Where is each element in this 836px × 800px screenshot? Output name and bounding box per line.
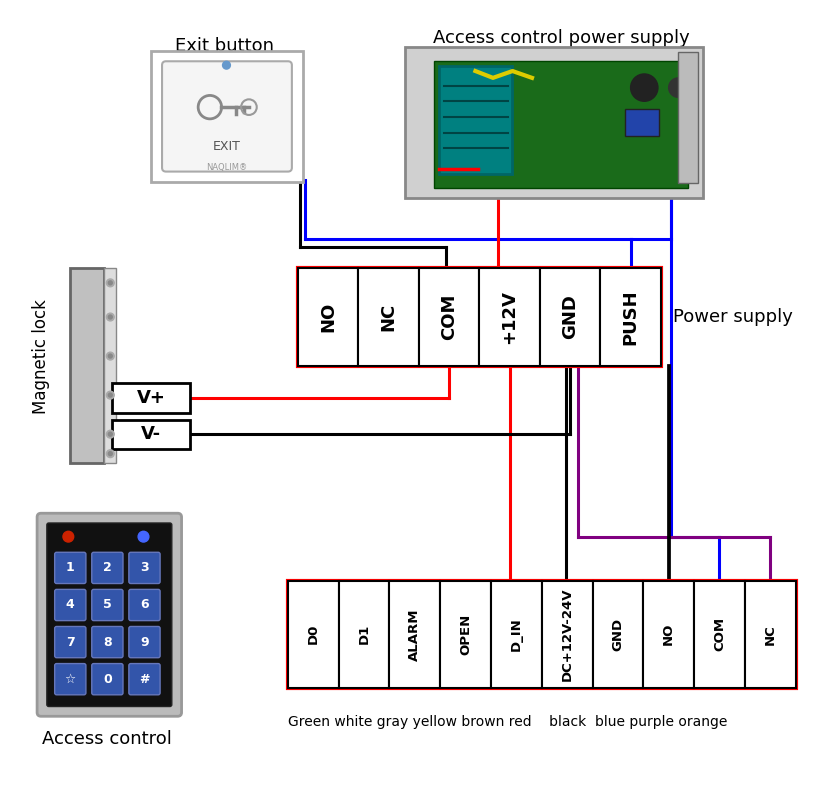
Bar xyxy=(151,50,303,182)
FancyBboxPatch shape xyxy=(92,552,123,583)
Circle shape xyxy=(108,452,112,456)
Text: COM: COM xyxy=(440,294,457,340)
Bar xyxy=(298,268,358,366)
Bar xyxy=(70,268,104,463)
Text: #: # xyxy=(139,673,150,686)
Text: 9: 9 xyxy=(140,635,149,649)
Text: DC+12V-24V: DC+12V-24V xyxy=(560,587,573,681)
FancyBboxPatch shape xyxy=(47,523,171,706)
Bar xyxy=(744,581,795,688)
Circle shape xyxy=(668,78,687,98)
Bar xyxy=(643,581,693,688)
Bar xyxy=(541,581,592,688)
Bar xyxy=(418,268,479,366)
Bar xyxy=(112,383,190,413)
Bar xyxy=(624,109,658,137)
Text: D1: D1 xyxy=(357,624,370,645)
FancyBboxPatch shape xyxy=(54,626,86,658)
Text: Access control power supply: Access control power supply xyxy=(432,29,689,47)
Bar xyxy=(439,66,512,174)
Text: 1: 1 xyxy=(66,562,74,574)
Circle shape xyxy=(108,281,112,285)
Text: ALARM: ALARM xyxy=(408,608,421,661)
Circle shape xyxy=(138,531,149,542)
Bar xyxy=(599,268,660,366)
Bar xyxy=(678,51,697,183)
Bar xyxy=(112,419,190,449)
Text: V+: V+ xyxy=(137,389,166,407)
Text: NO: NO xyxy=(661,623,675,646)
Text: 2: 2 xyxy=(103,562,112,574)
Circle shape xyxy=(108,315,112,319)
Bar xyxy=(288,581,339,688)
Circle shape xyxy=(63,531,74,542)
Text: 5: 5 xyxy=(103,598,112,611)
Text: Power supply: Power supply xyxy=(672,308,792,326)
Text: OPEN: OPEN xyxy=(459,614,472,655)
Bar xyxy=(288,581,795,688)
Text: 0: 0 xyxy=(103,673,112,686)
Text: D_IN: D_IN xyxy=(509,618,522,651)
FancyBboxPatch shape xyxy=(92,590,123,621)
FancyBboxPatch shape xyxy=(54,590,86,621)
Circle shape xyxy=(106,430,114,438)
Circle shape xyxy=(630,74,657,102)
Text: COM: COM xyxy=(712,618,725,651)
Text: +12V: +12V xyxy=(500,290,518,344)
Text: NO: NO xyxy=(319,302,337,332)
Bar xyxy=(104,268,116,463)
Text: 4: 4 xyxy=(66,598,74,611)
Bar xyxy=(434,62,687,188)
Text: 3: 3 xyxy=(140,562,149,574)
Bar xyxy=(693,581,744,688)
FancyBboxPatch shape xyxy=(92,663,123,695)
Bar xyxy=(339,581,389,688)
Text: Magnetic lock: Magnetic lock xyxy=(32,298,50,414)
FancyBboxPatch shape xyxy=(162,62,292,171)
FancyBboxPatch shape xyxy=(54,663,86,695)
FancyBboxPatch shape xyxy=(129,663,160,695)
Text: 7: 7 xyxy=(66,635,74,649)
Circle shape xyxy=(106,313,114,321)
Text: NC: NC xyxy=(379,303,397,331)
Bar xyxy=(479,268,539,366)
FancyBboxPatch shape xyxy=(54,552,86,583)
Text: D0: D0 xyxy=(307,624,319,645)
Bar xyxy=(405,46,702,198)
Text: Access control: Access control xyxy=(43,730,172,748)
FancyBboxPatch shape xyxy=(92,626,123,658)
Bar xyxy=(298,268,660,366)
Circle shape xyxy=(106,391,114,399)
Text: ☆: ☆ xyxy=(64,673,76,686)
Circle shape xyxy=(222,62,230,69)
Text: Exit button: Exit button xyxy=(175,37,273,55)
Text: GND: GND xyxy=(560,294,579,339)
Text: GND: GND xyxy=(610,618,624,651)
Circle shape xyxy=(106,279,114,286)
Text: 6: 6 xyxy=(140,598,149,611)
Text: EXIT: EXIT xyxy=(212,140,240,153)
Bar xyxy=(358,268,418,366)
Text: V-: V- xyxy=(141,425,161,443)
Bar xyxy=(592,581,643,688)
Bar xyxy=(491,581,541,688)
Text: 8: 8 xyxy=(103,635,111,649)
FancyBboxPatch shape xyxy=(129,590,160,621)
Bar xyxy=(389,581,440,688)
FancyBboxPatch shape xyxy=(129,552,160,583)
Text: PUSH: PUSH xyxy=(621,290,639,345)
Circle shape xyxy=(106,352,114,360)
Circle shape xyxy=(108,354,112,358)
FancyBboxPatch shape xyxy=(129,626,160,658)
Bar xyxy=(440,581,491,688)
Bar xyxy=(539,268,599,366)
Text: Green white gray yellow brown red    black  blue purple orange: Green white gray yellow brown red black … xyxy=(288,715,726,730)
Text: NC: NC xyxy=(762,624,776,645)
Text: NAQLIM®: NAQLIM® xyxy=(206,163,247,172)
Circle shape xyxy=(108,432,112,436)
Circle shape xyxy=(108,393,112,397)
Circle shape xyxy=(106,450,114,458)
FancyBboxPatch shape xyxy=(37,514,181,716)
